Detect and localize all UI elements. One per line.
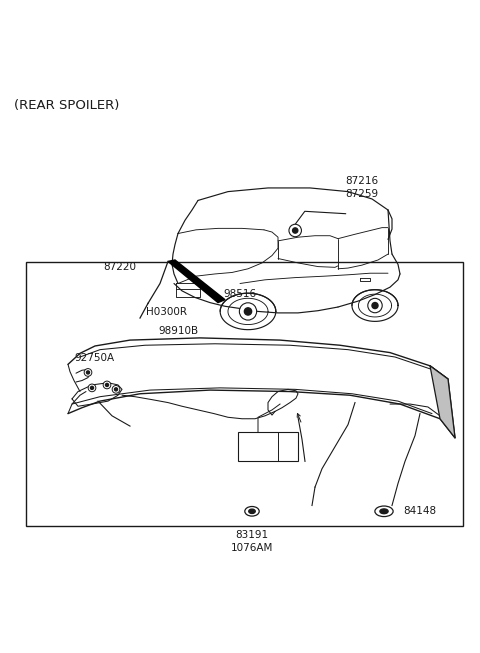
Circle shape [240, 303, 257, 320]
Circle shape [293, 228, 298, 233]
Text: 98516: 98516 [223, 289, 256, 299]
Ellipse shape [245, 507, 259, 516]
Circle shape [84, 368, 92, 376]
Text: 92750A: 92750A [74, 353, 115, 363]
Circle shape [106, 383, 108, 387]
Ellipse shape [380, 509, 388, 514]
Circle shape [289, 224, 301, 237]
Circle shape [244, 308, 252, 315]
Circle shape [112, 385, 120, 393]
Ellipse shape [249, 509, 255, 513]
Text: H0300R: H0300R [146, 307, 187, 317]
Circle shape [88, 384, 96, 392]
Text: 83191
1076AM: 83191 1076AM [231, 530, 273, 552]
Polygon shape [430, 366, 455, 438]
Circle shape [372, 302, 378, 309]
Ellipse shape [375, 506, 393, 517]
Text: 87220: 87220 [103, 262, 136, 272]
Circle shape [114, 388, 118, 391]
Circle shape [90, 387, 94, 389]
Bar [238, 432, 298, 462]
Text: 84148: 84148 [403, 506, 436, 517]
Bar [26, 262, 463, 526]
Text: 98910B: 98910B [158, 326, 199, 336]
Circle shape [86, 371, 90, 374]
Polygon shape [168, 260, 225, 302]
Circle shape [103, 381, 111, 389]
Text: (REAR SPOILER): (REAR SPOILER) [14, 99, 120, 112]
Circle shape [368, 298, 382, 313]
Text: 87216
87259: 87216 87259 [346, 176, 379, 199]
